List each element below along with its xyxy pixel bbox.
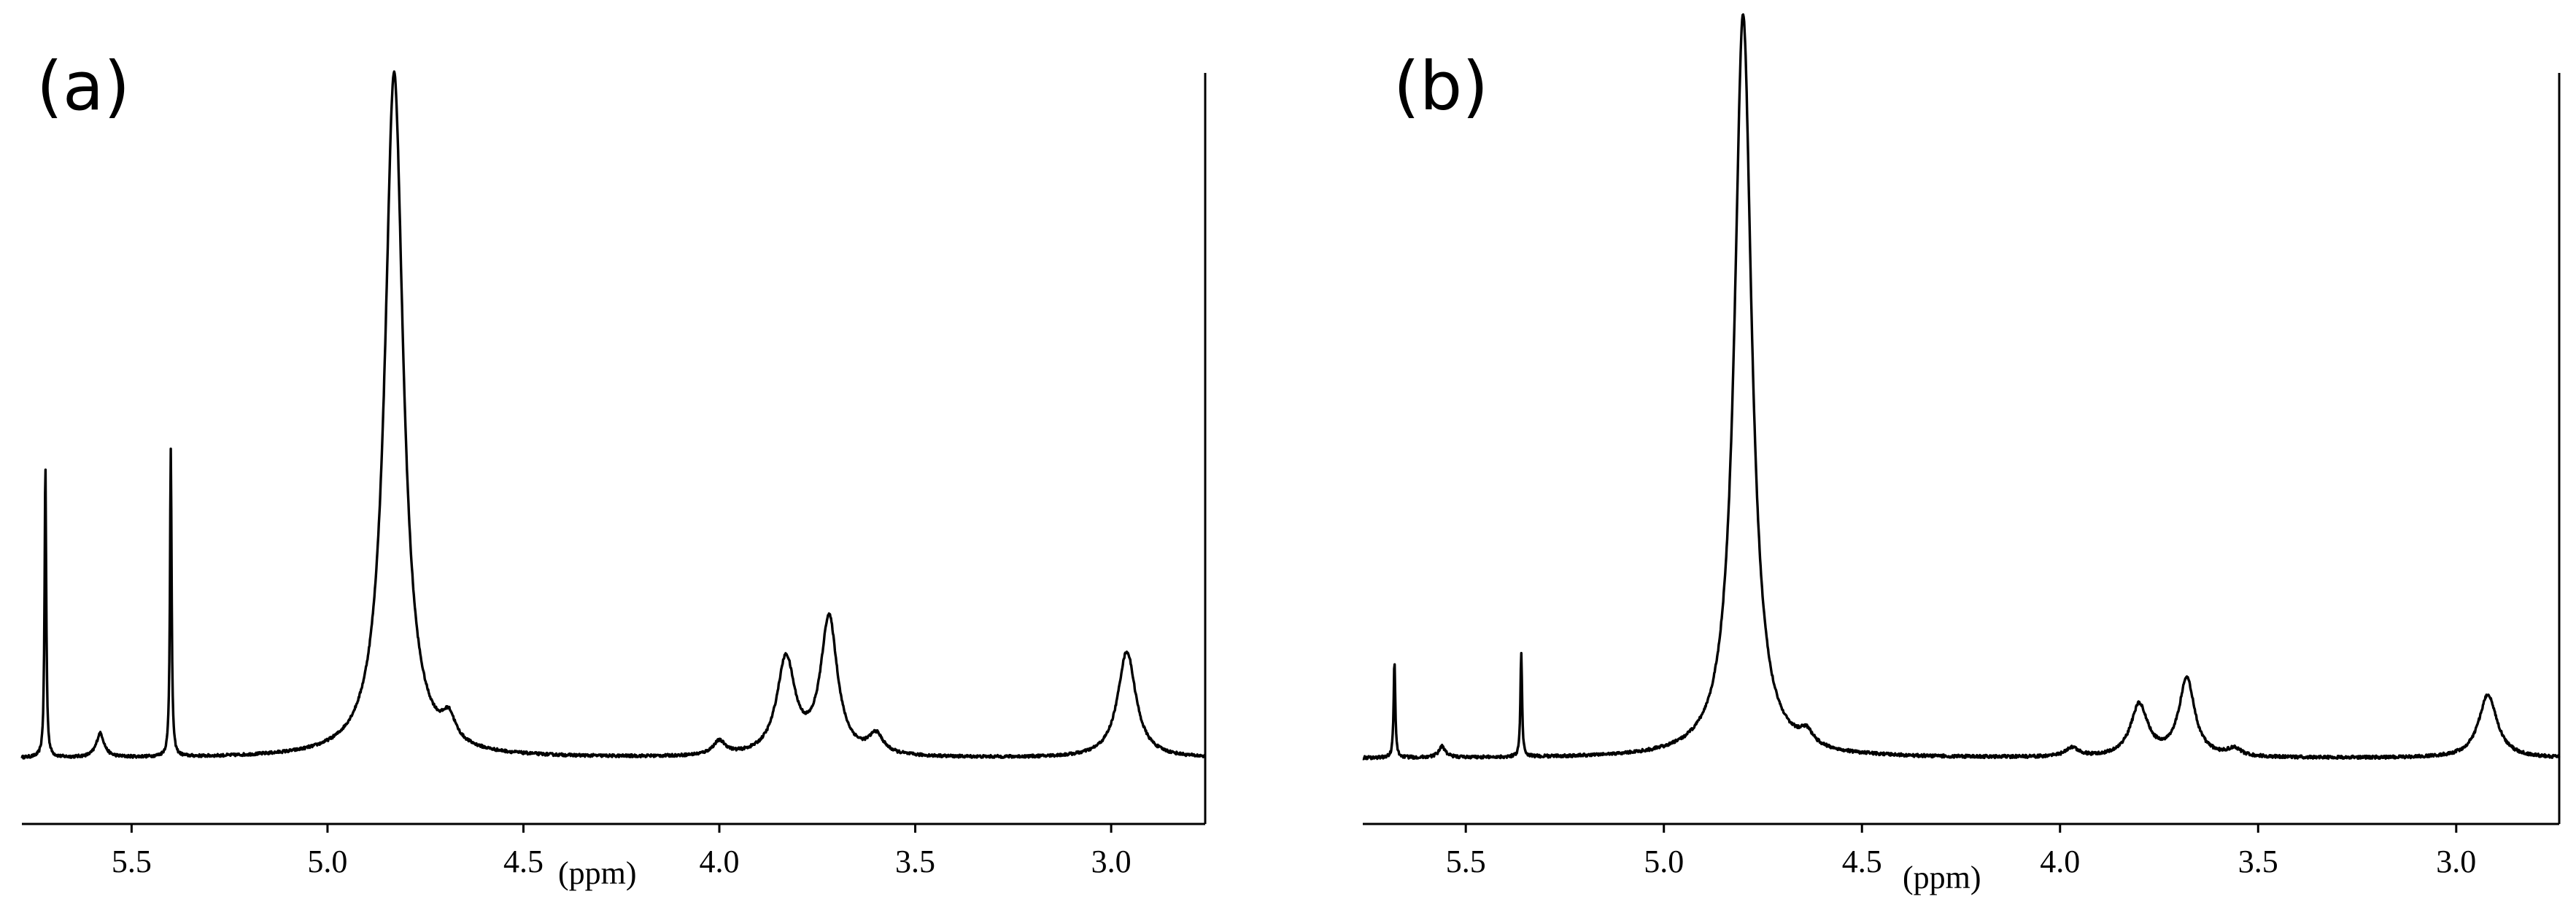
x-tick-label-b: 4.0 <box>2040 844 2080 879</box>
x-tick-label-b: 3.0 <box>2436 844 2476 879</box>
x-tick-labels-a: 5.5 5.0 4.5 4.0 3.5 3.0 <box>112 844 1132 879</box>
x-axis-label-b: (ppm) <box>1903 860 1981 895</box>
x-ticks-a <box>130 824 1113 833</box>
x-axis-label-a: (ppm) <box>558 855 637 891</box>
x-tick-label-a: 3.0 <box>1091 844 1132 879</box>
x-tick-label-a: 4.0 <box>700 844 740 879</box>
x-tick-label-b: 5.5 <box>1446 844 1486 879</box>
x-tick-label-b: 5.0 <box>1644 844 1684 879</box>
spectrum-panel-a: (a) 5.5 5.0 4.5 4.0 3.5 3.0 (ppm) <box>20 47 1207 891</box>
x-tick-label-b: 4.5 <box>1842 844 1882 879</box>
x-tick-label-a: 5.0 <box>307 844 347 879</box>
x-ticks-b <box>1464 824 2458 833</box>
spectrum-trace-a <box>20 70 1206 760</box>
spectrum-panel-b: (b) 5.5 5.0 4.5 4.0 3.5 3.0 (ppm) <box>1362 13 2561 895</box>
spectrum-trace-b <box>1362 13 2561 761</box>
x-tick-labels-b: 5.5 5.0 4.5 4.0 3.5 3.0 <box>1446 844 2477 879</box>
x-tick-label-b: 3.5 <box>2238 844 2278 879</box>
x-tick-label-a: 5.5 <box>112 844 152 879</box>
panel-label-a: (a) <box>36 47 130 125</box>
x-tick-label-a: 4.5 <box>503 844 544 879</box>
x-tick-label-a: 3.5 <box>895 844 935 879</box>
panel-label-b: (b) <box>1393 47 1488 125</box>
